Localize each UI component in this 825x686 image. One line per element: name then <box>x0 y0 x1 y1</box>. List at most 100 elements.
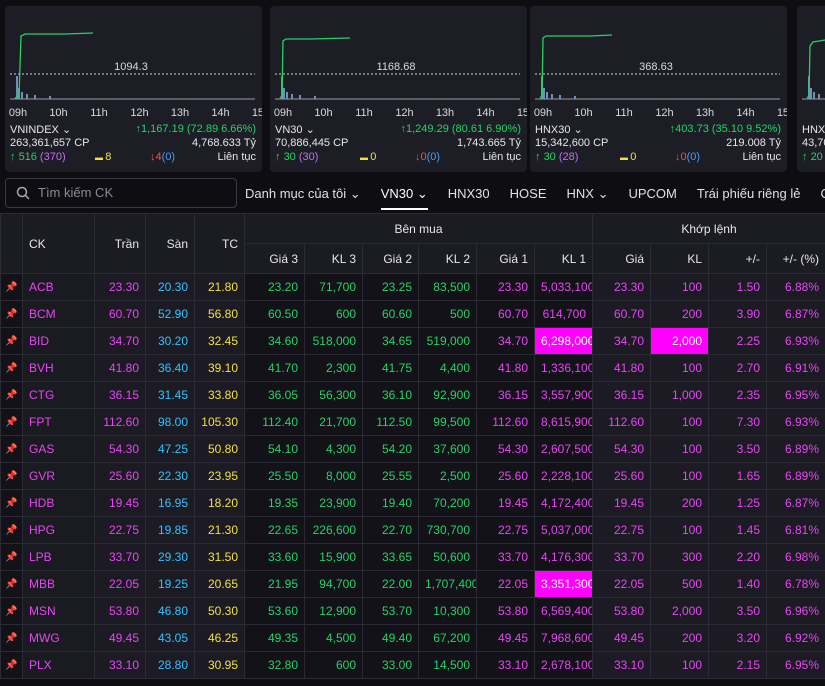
data-cell: 226,600 <box>305 517 363 544</box>
mini-chart: 368.6309h10h11h12h13h14h15h <box>530 6 787 126</box>
stock-row[interactable]: 📌MWG49.4543.0546.2549.354,50049.4067,200… <box>1 625 825 652</box>
card-line: ↑ 516(370)▬ 8↓4(0)Liên tục <box>10 151 256 165</box>
time-label: 10h <box>314 107 332 119</box>
data-cell: 43.05 <box>146 625 195 652</box>
stock-row[interactable]: 📌GVR25.6022.3023.9525.508,00025.552,5002… <box>1 463 825 490</box>
tab-label: Trái phiếu riêng lẻ <box>697 186 801 201</box>
pin-icon[interactable]: 📌 <box>1 544 23 571</box>
pin-icon[interactable]: 📌 <box>1 274 23 301</box>
data-cell: 23.30 <box>593 274 651 301</box>
data-cell: 3.50 <box>709 598 767 625</box>
data-cell: 60.70 <box>477 301 535 328</box>
stock-row[interactable]: 📌BID34.7030.2032.4534.60518,00034.65519,… <box>1 328 825 355</box>
pin-icon[interactable]: 📌 <box>1 382 23 409</box>
data-cell: 2,228,100 <box>535 463 593 490</box>
data-cell: 6.95% <box>767 652 825 679</box>
pin-icon[interactable]: 📌 <box>1 301 23 328</box>
data-cell: 4,400 <box>419 355 477 382</box>
stock-row[interactable]: 📌ACB23.3020.3021.8023.2071,70023.2583,50… <box>1 274 825 301</box>
data-cell: 7.30 <box>709 409 767 436</box>
data-cell: 6.96% <box>767 598 825 625</box>
pin-icon[interactable]: 📌 <box>1 328 23 355</box>
column-header: Sàn <box>146 214 195 274</box>
card-line: VN30 ⌄↑1,249.29 (80.61 6.90%) <box>275 123 521 137</box>
flat-icon: ▬ <box>95 153 105 162</box>
data-cell: 71,700 <box>305 274 363 301</box>
pin-icon[interactable]: 📌 <box>1 409 23 436</box>
mini-chart: 1168.6809h10h11h12h13h14h15h <box>270 6 527 126</box>
data-cell: 22.05 <box>477 571 535 598</box>
stock-row[interactable]: 📌HPG22.7519.8521.3022.65226,60022.70730,… <box>1 517 825 544</box>
tab[interactable]: HNX ⌄ <box>567 178 609 210</box>
pin-icon[interactable]: 📌 <box>1 355 23 382</box>
index-card[interactable]: 1168.6809h10h11h12h13h14h15hVN30 ⌄↑1,249… <box>270 6 527 172</box>
data-cell: 22.75 <box>95 517 146 544</box>
tab[interactable]: VN30 ⌄ <box>381 178 428 210</box>
data-cell: 25.50 <box>245 463 305 490</box>
data-cell: 46.25 <box>195 625 245 652</box>
data-cell: 30.95 <box>195 652 245 679</box>
stock-row[interactable]: 📌BVH41.8036.4039.1041.702,30041.754,4004… <box>1 355 825 382</box>
data-cell: 49.45 <box>593 625 651 652</box>
stock-row[interactable]: 📌MBB22.0519.2520.6521.9594,70022.001,707… <box>1 571 825 598</box>
pin-icon[interactable]: 📌 <box>1 652 23 679</box>
data-cell: 32.80 <box>245 652 305 679</box>
symbol-cell: MSN <box>23 598 95 625</box>
tab[interactable]: Trái phiếu riêng lẻ <box>697 178 801 210</box>
advances-count: 20 <box>811 151 823 163</box>
data-cell: 6.91% <box>767 355 825 382</box>
column-header: +/- <box>709 244 767 274</box>
tab[interactable]: CP Ngàn <box>820 178 825 210</box>
tab[interactable]: UPCOM <box>628 178 676 210</box>
stock-row[interactable]: 📌BCM60.7052.9056.8060.5060060.6050060.70… <box>1 301 825 328</box>
ceiling-count: (28) <box>559 151 579 163</box>
tab-label: UPCOM <box>628 186 676 201</box>
dropdown-icon: ⌄ <box>303 124 315 136</box>
data-cell: 49.45 <box>95 625 146 652</box>
stock-row[interactable]: 📌CTG36.1531.4533.8036.0556,30036.1092,90… <box>1 382 825 409</box>
index-card[interactable]: 368.6309h10h11h12h13h14h15hHNX30 ⌄↑403.7… <box>530 6 787 172</box>
pin-icon[interactable]: 📌 <box>1 625 23 652</box>
pin-icon[interactable]: 📌 <box>1 490 23 517</box>
symbol-cell: BID <box>23 328 95 355</box>
data-cell: 32.45 <box>195 328 245 355</box>
stock-row[interactable]: 📌LPB33.7029.3031.5033.6015,90033.6550,60… <box>1 544 825 571</box>
data-cell: 36.15 <box>95 382 146 409</box>
stock-row[interactable]: 📌FPT112.6098.00105.30112.4021,700112.509… <box>1 409 825 436</box>
data-cell: 6,569,400 <box>535 598 593 625</box>
index-card[interactable]: 1094.309h10h11h12h13h14h15hVNINDEX ⌄↑1,1… <box>5 6 262 172</box>
tab[interactable]: Danh mục của tôi ⌄ <box>245 178 361 210</box>
pin-icon[interactable]: 📌 <box>1 517 23 544</box>
column-header: CK <box>23 214 95 274</box>
tab-label: Danh mục của tôi <box>245 186 346 201</box>
stock-row[interactable]: 📌MSN53.8046.8050.3053.6012,90053.7010,30… <box>1 598 825 625</box>
symbol-cell: FPT <box>23 409 95 436</box>
data-cell: 99,500 <box>419 409 477 436</box>
stock-row[interactable]: 📌PLX33.1028.8030.9532.8060033.0014,50033… <box>1 652 825 679</box>
data-cell: 33.70 <box>477 544 535 571</box>
data-cell: 54.30 <box>95 436 146 463</box>
data-cell: 94,700 <box>305 571 363 598</box>
data-cell: 6.89% <box>767 463 825 490</box>
data-cell: 2,607,500 <box>535 436 593 463</box>
up-arrow: ↑ <box>10 151 19 163</box>
tab[interactable]: HNX30 <box>448 178 490 210</box>
trade-value: 219.008 Tỷ <box>726 137 781 149</box>
volume: 15,342,600 CP <box>535 137 608 149</box>
tab[interactable]: HOSE <box>510 178 547 210</box>
volume-spikes <box>17 76 50 99</box>
index-line <box>807 38 825 98</box>
pin-icon[interactable]: 📌 <box>1 571 23 598</box>
ceiling-count: (30) <box>299 151 319 163</box>
pin-icon[interactable]: 📌 <box>1 598 23 625</box>
data-cell: 36.15 <box>593 382 651 409</box>
data-cell: 46.80 <box>146 598 195 625</box>
stock-row[interactable]: 📌HDB19.4516.9518.2019.3523,90019.4070,20… <box>1 490 825 517</box>
data-cell: 600 <box>305 652 363 679</box>
stock-row[interactable]: 📌GAS54.3047.2550.8054.104,30054.2037,600… <box>1 436 825 463</box>
data-cell: 3,351,300 <box>535 571 593 598</box>
pin-icon[interactable]: 📌 <box>1 436 23 463</box>
index-card[interactable]: HNX ⌄43,70↑ 20 <box>797 6 825 172</box>
search-box[interactable]: Tìm kiếm CK <box>5 178 237 208</box>
pin-icon[interactable]: 📌 <box>1 463 23 490</box>
